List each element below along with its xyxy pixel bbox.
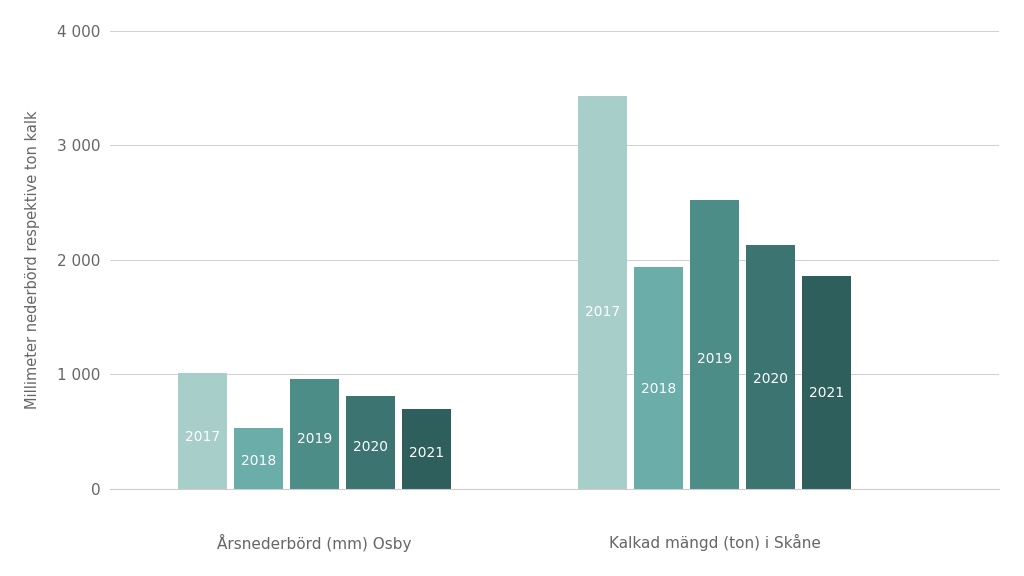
Bar [578, 96, 627, 488]
Bar [802, 276, 851, 488]
Bar [290, 379, 339, 488]
Text: Årsnederbörd (mm) Osby: Årsnederbörd (mm) Osby [217, 535, 412, 552]
Bar [233, 428, 283, 488]
Bar [746, 245, 795, 488]
Text: 2021: 2021 [809, 386, 844, 400]
Bar [346, 396, 395, 488]
Text: 2017: 2017 [184, 430, 220, 444]
Bar [634, 267, 683, 488]
Text: 2018: 2018 [641, 382, 676, 396]
Text: 2018: 2018 [241, 454, 276, 468]
Text: Kalkad mängd (ton) i Skåne: Kalkad mängd (ton) i Skåne [608, 535, 820, 551]
Y-axis label: Millimeter nederbörd respektive ton kalk: Millimeter nederbörd respektive ton kalk [25, 111, 40, 409]
Text: 2017: 2017 [585, 305, 620, 319]
Bar [402, 408, 451, 488]
Text: 2020: 2020 [353, 440, 388, 454]
Text: 2020: 2020 [753, 372, 788, 386]
Text: 2021: 2021 [409, 446, 444, 460]
Bar [178, 373, 226, 488]
Text: 2019: 2019 [697, 352, 732, 366]
Text: 2019: 2019 [297, 432, 332, 446]
Bar [690, 200, 739, 488]
